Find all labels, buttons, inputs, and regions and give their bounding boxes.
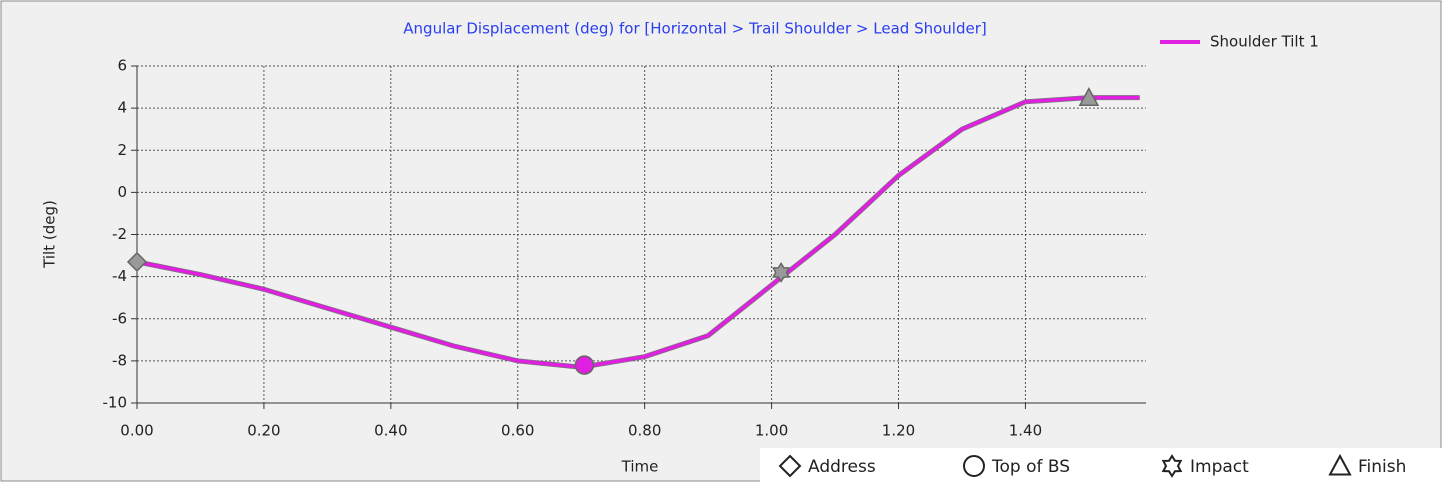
y-tick-label: 6 (117, 57, 127, 75)
marker-legend-label: Finish (1358, 457, 1406, 477)
marker-star (772, 261, 791, 283)
y-tick-label: -6 (112, 309, 127, 327)
y-tick-label: -2 (112, 225, 127, 243)
marker-circle (963, 455, 985, 477)
chart-title: Angular Displacement (deg) for [Horizont… (403, 20, 986, 38)
x-tick-label: 0.60 (501, 422, 534, 440)
marker-legend-label: Impact (1190, 457, 1249, 477)
x-tick-label: 0.20 (247, 422, 280, 440)
series-line (136, 95, 1140, 369)
marker-legend-box (760, 448, 1442, 482)
marker-legend-label: Top of BS (991, 457, 1070, 477)
x-tick-label: 0.00 (120, 422, 153, 440)
y-tick-label: 2 (117, 141, 127, 159)
marker-circle (574, 355, 595, 375)
marker-triangle (1328, 453, 1352, 476)
x-tick-label: 1.20 (882, 422, 915, 440)
x-axis-label: Time (621, 458, 659, 476)
marker-star (1161, 454, 1183, 478)
x-tick-label: 1.00 (755, 422, 788, 440)
x-tick-label: 0.80 (628, 422, 661, 440)
y-tick-label: -10 (103, 394, 128, 412)
legend-label: Shoulder Tilt 1 (1210, 33, 1319, 51)
marker-triangle (1078, 87, 1100, 106)
y-tick-label: 0 (117, 183, 127, 201)
x-tick-label: 1.40 (1009, 422, 1042, 440)
marker-legend-label: Address (808, 457, 876, 477)
y-axis-label: Tilt (deg) (41, 200, 59, 269)
x-tick-label: 0.40 (374, 422, 407, 440)
y-tick-label: 4 (117, 99, 127, 117)
marker-diamond (126, 251, 148, 272)
marker-diamond (778, 454, 802, 478)
y-tick-label: -8 (112, 351, 127, 369)
y-tick-label: -4 (112, 267, 127, 285)
